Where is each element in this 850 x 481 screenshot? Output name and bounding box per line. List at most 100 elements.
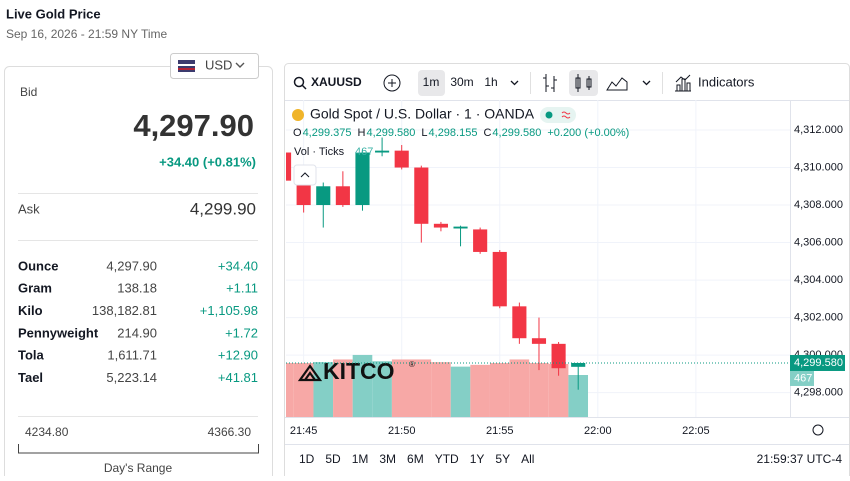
ohlc-value: 4,299.580 xyxy=(492,127,541,139)
ohlc-value: 4,299.375 xyxy=(303,127,352,139)
range-low: 4234.80 xyxy=(25,425,69,439)
candle-body xyxy=(512,306,527,339)
candle-body xyxy=(394,150,409,168)
range-label: Day's Range xyxy=(104,461,173,475)
volume-bar xyxy=(470,364,490,417)
volume-bar xyxy=(431,362,451,417)
area-icon[interactable] xyxy=(606,77,628,91)
volume-bar xyxy=(509,359,530,417)
ohlc-label: O xyxy=(293,127,302,139)
candle-body xyxy=(453,226,468,229)
unit-price: 138.18 xyxy=(117,281,157,296)
candle-body xyxy=(296,180,311,206)
range-high: 4366.30 xyxy=(208,425,252,439)
volume-bar xyxy=(568,375,589,417)
settings-icon[interactable] xyxy=(812,424,824,436)
collapse-button[interactable] xyxy=(293,164,317,186)
range-button[interactable]: YTD xyxy=(435,452,459,466)
volume-bar xyxy=(548,363,569,417)
ask-label: Ask xyxy=(18,201,40,216)
candle-body xyxy=(335,186,350,206)
unit-name: Tael xyxy=(18,370,43,385)
volume-bar xyxy=(286,363,294,417)
plot xyxy=(286,137,589,417)
ohlc-value: 4,298.155 xyxy=(429,127,478,139)
range-button[interactable]: 5D xyxy=(325,452,341,466)
volume-bar xyxy=(293,363,314,417)
ohlc-legend: O 4,299.375 H 4,299.580 L 4,298.155 C 4,299.580… xyxy=(293,127,629,139)
y-tick-label: 4,306.000 xyxy=(794,236,843,248)
volume-bar xyxy=(450,366,471,417)
status-wave xyxy=(561,111,571,119)
candle-body xyxy=(531,338,547,344)
range-button[interactable]: 1D xyxy=(299,452,315,466)
unit-change: +1.11 xyxy=(226,281,258,296)
unit-price: 1,611.71 xyxy=(107,348,157,363)
volume-marker-box xyxy=(790,370,814,386)
ohlc-label: L xyxy=(421,127,427,139)
range-button[interactable]: 5Y xyxy=(495,452,510,466)
ask-price: 4,299.90 xyxy=(190,199,256,218)
candle-body xyxy=(571,362,586,367)
y-tick-label: 4,308.000 xyxy=(794,199,843,211)
range-button[interactable]: 1Y xyxy=(470,452,485,466)
interval[interactable]: 1h xyxy=(484,75,497,89)
range-button[interactable]: All xyxy=(521,452,534,466)
axes: 4,298.0004,300.0004,302.0004,304.0004,30… xyxy=(290,124,843,437)
x-tick-label: 21:55 xyxy=(486,425,514,437)
volume-bar xyxy=(489,363,510,417)
unit-name: Kilo xyxy=(18,303,43,318)
chevron[interactable] xyxy=(642,80,651,86)
chevron[interactable] xyxy=(510,80,519,86)
bid-label: Bid xyxy=(20,85,37,99)
indicators-icon[interactable] xyxy=(675,74,691,92)
ohlc-change: +0.200 (+0.00%) xyxy=(547,127,629,139)
unit-price: 138,182.81 xyxy=(92,303,157,318)
volume-bar xyxy=(372,361,392,417)
range-button[interactable]: 3M xyxy=(379,452,396,466)
candle-body xyxy=(375,150,390,153)
volume-bar xyxy=(529,363,549,417)
indicators[interactable]: Indicators xyxy=(698,74,755,89)
unit-change: +41.81 xyxy=(218,370,258,385)
unit-name: Tola xyxy=(18,348,45,363)
volume-bar xyxy=(391,359,412,417)
x-tick-label: 21:50 xyxy=(388,425,416,437)
chevron xyxy=(235,62,245,68)
symbol-icon xyxy=(292,109,304,121)
timestamp: Sep 16, 2026 - 21:59 NY Time xyxy=(6,27,168,41)
unit-price: 4,297.90 xyxy=(106,258,157,273)
price-marker: 4,299.580 xyxy=(794,357,843,369)
symbol[interactable]: XAUUSD xyxy=(311,75,362,89)
currency-select[interactable] xyxy=(170,53,259,79)
interval-active xyxy=(418,70,445,96)
logo-icon xyxy=(297,364,323,382)
flag-stripe xyxy=(178,64,195,66)
legend-title: Gold Spot / U.S. Dollar · 1 · OANDA xyxy=(310,106,535,122)
bar-style-icon[interactable] xyxy=(543,74,557,92)
compare-button[interactable] xyxy=(383,74,401,92)
ohlc-label: H xyxy=(358,127,366,139)
search-icon[interactable] xyxy=(293,76,305,88)
candle-body xyxy=(473,229,488,252)
bid-change: +34.40 (+0.81%) xyxy=(159,154,256,169)
unit-change: +1,105.98 xyxy=(200,303,258,318)
candle-body xyxy=(316,186,331,206)
range-button[interactable]: 6M xyxy=(407,452,424,466)
volume-bar xyxy=(352,354,373,417)
quote-card xyxy=(4,66,273,481)
logo: KITCO xyxy=(323,358,395,384)
range-button[interactable]: 1M xyxy=(352,452,369,466)
clock: 21:59:37 UTC-4 xyxy=(757,452,843,466)
range-buttons: 1D 5D 1M 3M 6M YTD 1Y 5Y All xyxy=(299,452,534,466)
unit-price: 214.90 xyxy=(117,325,157,340)
volume-legend: Vol · Ticks xyxy=(294,146,345,158)
interval[interactable]: 1m xyxy=(423,75,440,89)
interval[interactable]: 30m xyxy=(450,75,473,89)
candle-body xyxy=(286,152,292,181)
candle-body xyxy=(433,223,448,228)
candle-body xyxy=(355,152,370,206)
unit-name: Gram xyxy=(18,281,52,296)
candle-style-active[interactable] xyxy=(569,70,598,96)
